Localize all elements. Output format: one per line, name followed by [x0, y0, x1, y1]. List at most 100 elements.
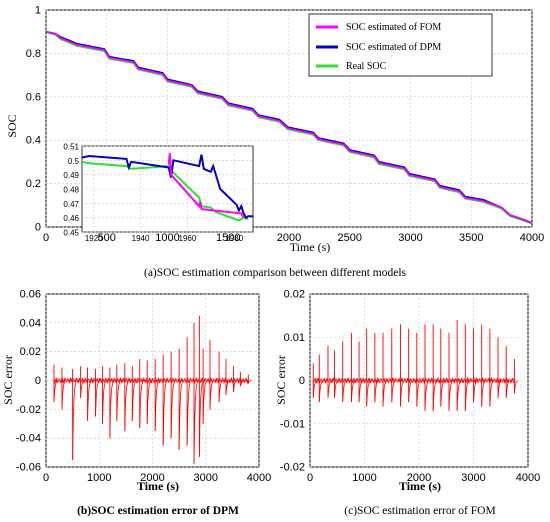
panel-b-spike-tail — [202, 381, 207, 424]
panel-b-xtick-label: 2000 — [140, 472, 164, 484]
panel-b-spike-tail — [53, 380, 58, 403]
inset-series-line — [81, 154, 253, 220]
panel-c-ytick-label: -0.02 — [280, 462, 305, 474]
inset-ytick-label: 0.49 — [63, 171, 79, 180]
panel-c-spike-tail — [334, 380, 339, 398]
panel-a-ytick-label: 1 — [35, 5, 41, 17]
panel-c-ticks: 0 1000 2000 3000 4000 0.02 0.01 0 -0.01 -0.02 — [280, 289, 540, 485]
inset-ytick-label: 0.5 — [68, 157, 80, 166]
panel-b-spike-tail — [233, 380, 237, 393]
panel-a-caption: (a)SOC estimation comparison between dif… — [144, 267, 407, 279]
panel-a-ytick-label: 0.4 — [26, 135, 41, 147]
panel-c-xtick-label: 0 — [307, 472, 313, 484]
panel-b: 0 1000 2000 3000 4000 0.06 0.04 0.02 0 -0.02 -0.04… — [1, 289, 271, 518]
panel-b-ytick-label: -0.06 — [16, 462, 41, 474]
panel-c-noise — [313, 376, 515, 385]
panel-c-series — [312, 319, 518, 411]
panel-a-xtick-label: 4000 — [520, 232, 544, 244]
panel-a-xtick-label: 2500 — [338, 232, 362, 244]
panel-b-noise — [53, 377, 249, 385]
panel-c-spike-tail — [351, 380, 355, 403]
panel-b-spike-tail — [139, 381, 144, 429]
panel-b-spike-tail — [225, 380, 230, 395]
panel-b-spike-tail — [186, 382, 191, 446]
panel-b-spike-tail — [80, 380, 85, 398]
panel-c-spike-tail — [391, 380, 396, 403]
panel-c-spike-tail — [400, 381, 405, 407]
panel-b-xtick-label: 3000 — [194, 472, 218, 484]
panel-a-xtick-label: 0 — [43, 232, 49, 244]
panel-b-ytick-label: -0.04 — [16, 433, 41, 445]
panel-c-grid — [309, 293, 529, 468]
inset-ytick-label: 0.47 — [63, 200, 79, 209]
panel-a: 0 500 1000 1500 2000 2500 3000 3500 4000 0 0.2 0.4 0… — [5, 5, 544, 280]
panel-c-spike-tail — [514, 380, 518, 394]
panel-c-xtick-label: 2000 — [407, 472, 431, 484]
panel-c-xtick-label: 3000 — [461, 472, 485, 484]
panel-b-spike-tail — [95, 381, 100, 417]
panel-b-ylabel: SOC error — [1, 355, 15, 405]
panel-c-xtick-label: 4000 — [516, 472, 540, 484]
panel-c-ytick-label: 0 — [299, 375, 305, 387]
panel-c-spike-tail — [327, 380, 332, 398]
inset-ytick-label: 0.45 — [63, 229, 79, 238]
panel-c-spike-tail — [464, 381, 469, 411]
panel-b-spike-tail — [170, 382, 175, 439]
panel-c-spike-tail — [505, 380, 510, 398]
panel-b-spike-tail — [218, 380, 223, 403]
panel-a-ytick-label: 0.2 — [26, 178, 41, 190]
panel-c-xtick-label: 1000 — [352, 472, 376, 484]
panel-b-spike-tail — [209, 381, 214, 410]
panel-c-ytick-label: -0.01 — [280, 418, 305, 430]
panel-b-spike-tail — [146, 381, 151, 424]
panel-c-spike-tail — [497, 380, 502, 398]
panel-a-ytick-label: 0 — [35, 222, 41, 234]
panel-a-xtick-label: 3000 — [398, 232, 422, 244]
panel-b-ytick-label: 0.06 — [20, 289, 41, 301]
panel-b-ticks: 0 1000 2000 3000 4000 0.06 0.04 0.02 0 -0.02 -0.04… — [16, 289, 271, 485]
panel-b-ytick-label: 0 — [35, 375, 41, 387]
panel-b-spike-tail — [87, 381, 92, 421]
panel-b-spike-tail — [61, 381, 66, 410]
panel-b-spike-tail — [124, 381, 129, 432]
panel-c-spike-tail — [366, 381, 371, 407]
panel-a-inset: 1920 1940 1960 1980 0.45 0.46 0.47 0.48 0.49 0.5 0… — [63, 143, 254, 244]
panel-c-spike-tail — [440, 381, 445, 407]
inset-xtick-label: 1940 — [132, 234, 150, 243]
panel-b-ytick-label: 0.02 — [20, 346, 41, 358]
panel-a-xtick-label: 1500 — [216, 232, 240, 244]
panel-b-spike-tail — [116, 381, 121, 421]
legend-box — [308, 13, 493, 77]
panel-b-spike-tail — [72, 382, 77, 460]
panel-c-caption: (c)SOC estimation error of FOM — [344, 505, 495, 517]
panel-a-ticks: 0 500 1000 1500 2000 2500 3000 3500 4000 0 0.2 0.4 0… — [26, 5, 545, 245]
panel-a-ylabel: SOC — [5, 114, 19, 137]
panel-c: 0 1000 2000 3000 4000 0.02 0.01 0 -0.01 -0.02 SOC… — [274, 289, 540, 518]
panel-a-series — [45, 30, 533, 225]
panel-a-ytick-label: 0.6 — [26, 91, 41, 103]
legend-label-dpm: SOC estimated of DPM — [346, 42, 441, 53]
panel-b-spike-tail — [154, 381, 159, 432]
panel-c-spike-tail — [374, 380, 379, 403]
panel-c-spike-tail — [456, 381, 461, 411]
legend-label-real: Real SOC — [346, 61, 387, 72]
inset-ytick-label: 0.48 — [63, 186, 79, 195]
panel-a-xtick-label: 2000 — [277, 232, 301, 244]
panel-c-ylabel: SOC error — [274, 355, 288, 405]
panel-c-spike-tail — [312, 380, 317, 398]
inset-xtick-label: 1980 — [225, 234, 243, 243]
panel-b-spike-tail — [109, 382, 114, 439]
panel-c-spike-tail — [489, 381, 494, 407]
panel-c-spike-tail — [416, 381, 421, 407]
panel-a-ytick-label: 0.8 — [26, 48, 41, 60]
panel-c-spike-tail — [342, 380, 347, 403]
panel-a-legend: SOC estimated of FOM SOC estimated of DP… — [308, 13, 493, 77]
panel-c-spike-tail — [358, 380, 363, 403]
panel-a-xtick-label: 3500 — [459, 232, 483, 244]
panel-b-ytick-label: -0.02 — [16, 404, 41, 416]
inset-ticks: 1920 1940 1960 1980 0.45 0.46 0.47 0.48 0.49 0.5 0… — [63, 143, 243, 244]
inset-xtick-label: 1960 — [179, 234, 197, 243]
panel-a-xtick-label: 1000 — [155, 232, 179, 244]
panel-b-spike-tail — [178, 382, 183, 450]
